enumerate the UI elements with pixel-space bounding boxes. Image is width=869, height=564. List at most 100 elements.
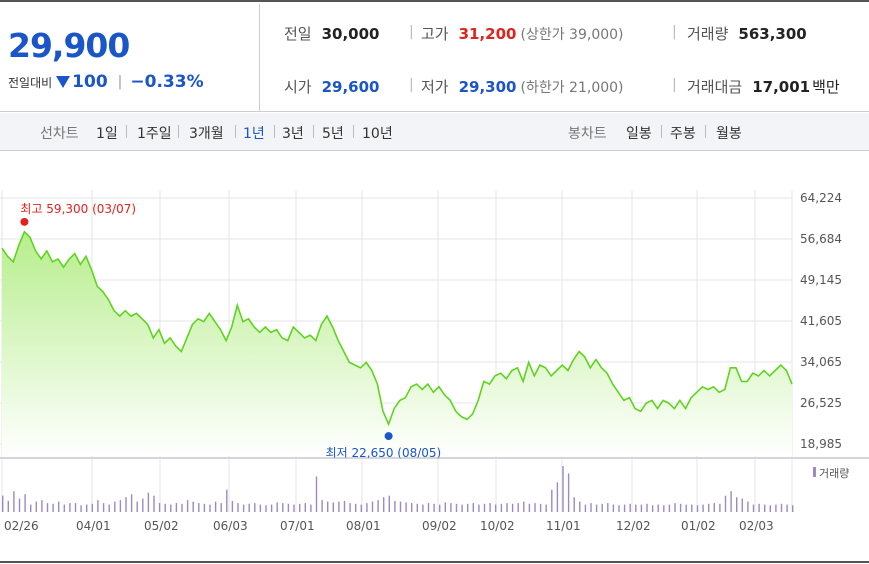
volume-bar bbox=[405, 502, 407, 512]
volume-bar bbox=[46, 503, 49, 512]
divider bbox=[353, 125, 354, 138]
volume-bar bbox=[315, 476, 318, 512]
volume-bar bbox=[640, 504, 643, 512]
tab-5y[interactable]: 5년 bbox=[322, 126, 344, 142]
volume-bar bbox=[130, 494, 133, 512]
tab-10y[interactable]: 10년 bbox=[362, 126, 393, 142]
low-label: 최저 22,650 (08/05) bbox=[326, 446, 442, 460]
divider: | bbox=[409, 77, 414, 93]
tab-3y[interactable]: 3년 bbox=[282, 126, 304, 142]
volume-bar bbox=[730, 491, 732, 512]
volume-bar bbox=[30, 504, 32, 512]
volume-bar bbox=[52, 503, 54, 512]
stat-open: 시가 29,600 bbox=[284, 78, 380, 96]
volume-bar bbox=[629, 503, 631, 512]
x-tick-label: 05/02 bbox=[144, 519, 179, 533]
volume-bar bbox=[18, 498, 21, 512]
stat-amount: 거래대금 17,001 백만 bbox=[687, 78, 840, 96]
volume-bar bbox=[483, 503, 486, 512]
volume-bar bbox=[371, 501, 374, 512]
volume-bar bbox=[74, 503, 77, 512]
volume-bar bbox=[567, 473, 570, 512]
tab-1y[interactable]: 1년 bbox=[243, 126, 265, 142]
tab-monthly[interactable]: 월봉 bbox=[716, 126, 742, 142]
volume-bar bbox=[747, 501, 749, 512]
stat-low: 저가 29,300 (하한가 21,000) bbox=[421, 78, 624, 96]
x-axis-labels: 02/26 04/01 05/02 06/03 07/01 08/01 09/02 10/02… bbox=[4, 519, 774, 533]
volume-bar bbox=[506, 503, 508, 512]
volume-bar bbox=[590, 503, 592, 512]
volume-bar bbox=[86, 504, 88, 512]
y-tick-label: 26,525 bbox=[800, 396, 842, 410]
volume-bar bbox=[332, 502, 334, 512]
x-tick-label: 02/03 bbox=[739, 519, 774, 533]
volume-bar bbox=[444, 502, 446, 512]
volume-bar bbox=[343, 500, 346, 512]
tab-daily[interactable]: 일봉 bbox=[626, 126, 652, 142]
volume-bar bbox=[612, 504, 615, 512]
volume-bar bbox=[685, 504, 687, 512]
tab-weekly[interactable]: 주봉 bbox=[670, 126, 696, 142]
volume-bar bbox=[534, 503, 536, 512]
volume-bar bbox=[679, 503, 682, 512]
volume-bar bbox=[786, 504, 788, 512]
y-tick-label: 18,985 bbox=[800, 437, 842, 451]
volume-bar bbox=[310, 504, 312, 512]
change-label: 전일대비 bbox=[8, 75, 53, 90]
volume-legend-swatch bbox=[813, 467, 816, 477]
volume-bar bbox=[321, 500, 323, 512]
volume-bar bbox=[388, 495, 390, 512]
volume-bar bbox=[780, 503, 783, 512]
volume-bar bbox=[304, 503, 306, 512]
y-tick-label: 64,224 bbox=[800, 191, 842, 205]
volume-bar bbox=[377, 500, 379, 512]
volume-bar bbox=[355, 503, 357, 512]
stat-high: 고가 31,200 (상한가 39,000) bbox=[421, 25, 624, 43]
volume-bar bbox=[708, 503, 710, 512]
volume-bar bbox=[153, 495, 155, 512]
x-tick-label: 12/02 bbox=[616, 519, 651, 533]
volume-bar bbox=[416, 503, 418, 512]
volume-bar bbox=[741, 498, 743, 512]
volume-bar bbox=[764, 504, 766, 512]
volume-bar bbox=[209, 504, 211, 512]
volume-bar bbox=[651, 505, 654, 512]
volume-bar bbox=[758, 503, 760, 512]
divider: | bbox=[672, 77, 677, 93]
x-tick-label: 09/02 bbox=[422, 519, 457, 533]
volume-bar bbox=[242, 504, 245, 512]
volume-bar bbox=[114, 501, 116, 512]
x-tick-label: 10/02 bbox=[480, 519, 515, 533]
volume-bar bbox=[366, 503, 368, 512]
divider: | bbox=[409, 24, 414, 40]
tab-1w[interactable]: 1주일 bbox=[137, 126, 172, 142]
x-tick-label: 01/02 bbox=[681, 519, 716, 533]
volume-bar bbox=[97, 500, 99, 512]
x-tick-label: 07/01 bbox=[280, 519, 315, 533]
volume-bar bbox=[125, 497, 127, 512]
volume-bar bbox=[467, 503, 469, 512]
volume-bar bbox=[792, 505, 794, 512]
volume-bar bbox=[214, 501, 217, 512]
volume-bar bbox=[102, 503, 105, 512]
change-value: 100 bbox=[72, 72, 108, 92]
x-tick-label: 04/01 bbox=[76, 519, 111, 533]
volume-bar bbox=[231, 500, 234, 512]
volume-bar bbox=[528, 503, 531, 512]
volume-bar bbox=[495, 504, 497, 512]
divider: | bbox=[672, 24, 677, 40]
volume-bar bbox=[674, 503, 676, 512]
volume-bar bbox=[58, 501, 60, 512]
volume-bar bbox=[523, 501, 525, 512]
volume-bar bbox=[237, 503, 239, 512]
volume-bar bbox=[713, 503, 715, 512]
volume-bar bbox=[270, 504, 273, 512]
divider bbox=[274, 125, 275, 138]
volume-bar bbox=[394, 500, 396, 512]
volume-bar bbox=[663, 505, 665, 512]
tab-3m[interactable]: 3개월 bbox=[189, 126, 224, 142]
volume-bar bbox=[500, 503, 503, 512]
tab-1d[interactable]: 1일 bbox=[96, 126, 118, 142]
down-arrow-icon bbox=[56, 76, 71, 88]
